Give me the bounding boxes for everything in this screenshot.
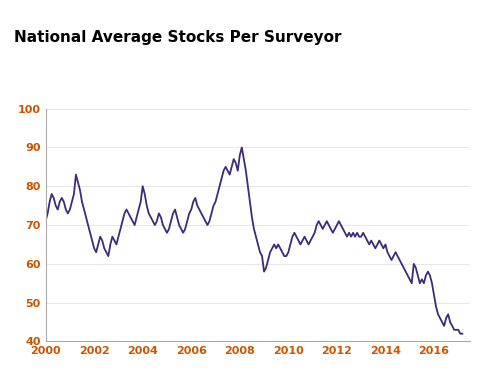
Text: National Average Stocks Per Surveyor: National Average Stocks Per Surveyor [14,29,342,45]
Text: Average Stocks Per Surveyor (Branch): Average Stocks Per Surveyor (Branch) [145,91,371,101]
Text: Level: Level [75,91,107,101]
